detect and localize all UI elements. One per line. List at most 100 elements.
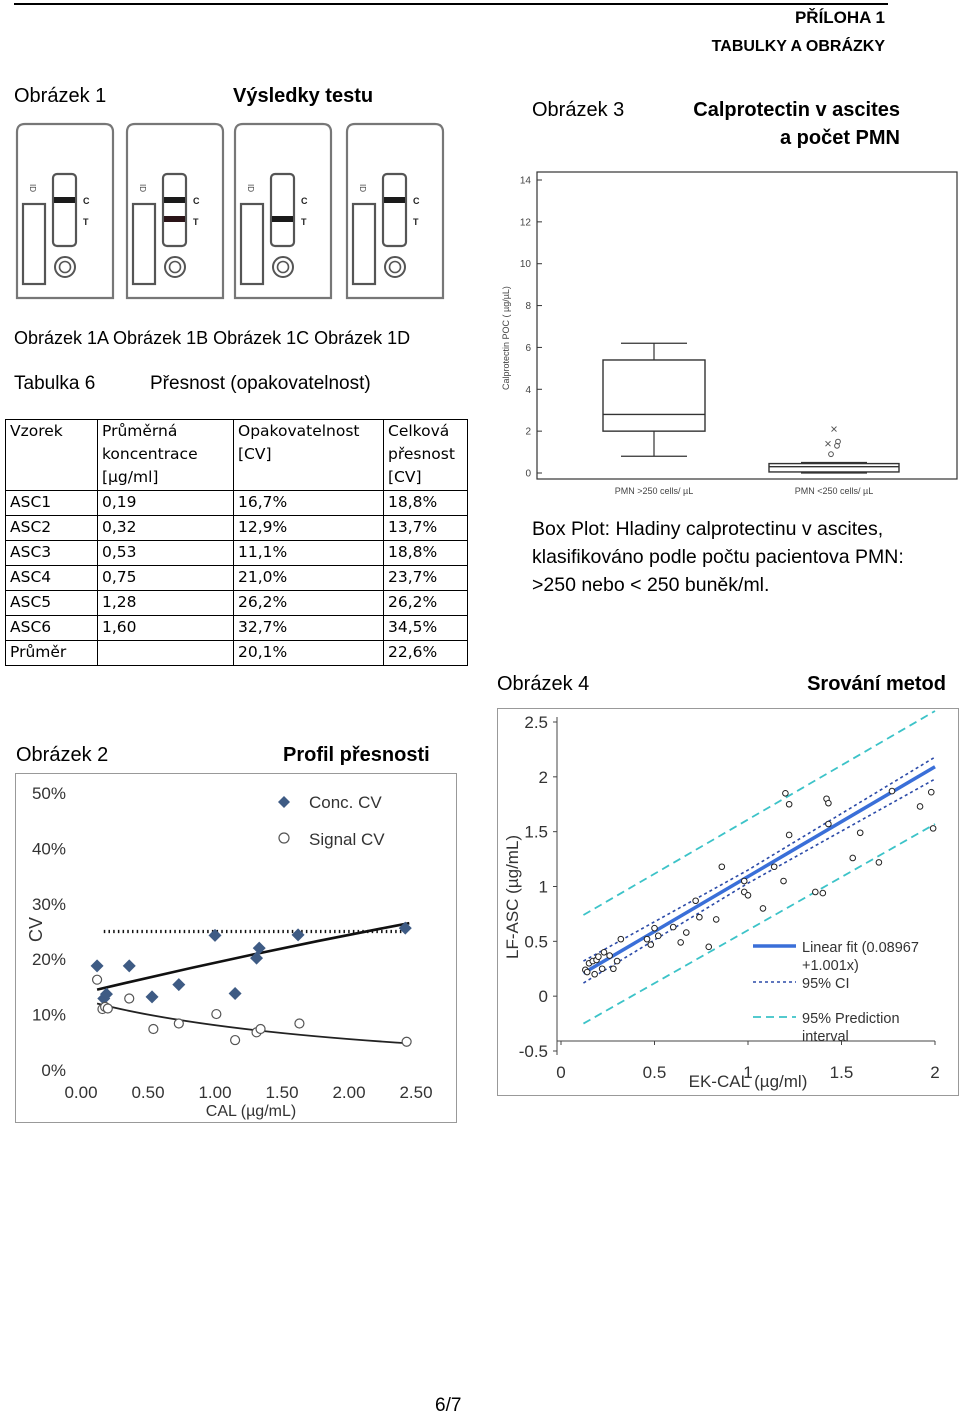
table-header-cell: Opakovatelnost [CV] [233,419,384,491]
table-cell: 18,8% [383,540,468,566]
comparison-data-point [643,935,651,943]
comparison-data-point [705,943,713,951]
table-cell: 22,6% [383,640,468,666]
comparison-data-point [606,952,613,959]
comparison-data-point [682,929,690,936]
signal-cv-trend-line [96,1002,410,1045]
control-letter: C [301,196,308,206]
x-tick-label: 1 [743,1063,752,1082]
sample-well-inner [276,260,290,274]
comparison-data-point [692,897,699,905]
comparison-y-axis-title: LF-ASC (µg/mL) [503,835,522,959]
x-axis-title: CAL (µg/mL) [206,1103,296,1120]
legend-pi-label: 95% Prediction [802,1011,900,1027]
id-mark: ID [246,184,255,192]
interquartile-box [768,462,900,473]
signal-cv-point [124,993,135,1004]
y-tick-label: 50% [32,784,66,803]
x-tick-label: 0 [556,1063,565,1082]
table-cell: 26,2% [233,590,384,616]
table-cell: 34,5% [383,615,468,641]
header-line: Vzorek [10,422,63,440]
signal-cv-point [102,1003,113,1014]
table-cell: ASC2 [5,515,98,541]
header-line: [µg/ml] [102,468,159,486]
x-tick-label: 2.50 [399,1083,432,1102]
conc-cv-point [228,987,242,1001]
table-cell: 26,2% [383,590,468,616]
x-tick-label: 1.50 [265,1083,298,1102]
test-line-mark [164,216,185,222]
conc-cv-point [99,987,113,1001]
signal-cv-point [173,1018,184,1029]
legend-conc-cv: Conc. CV [309,793,382,812]
y-tick-label: 10% [32,1006,66,1025]
calprotectin-box-plot: 14 12 10 8 6 4 2 0 Calprotectin POC ( µg/µL) PM… [501,171,958,496]
y-tick-label: 8 [525,301,531,312]
figure3-title-line2: a počet PMN [779,127,900,149]
conc-cv-point [122,959,136,973]
comparison-data-point [610,965,617,973]
box-plot-category-high: PMN >250 cells/ µL [615,486,693,496]
table-header-cell: Vzorek [5,419,98,491]
result-window [269,172,296,248]
comparison-data-point [651,924,658,932]
sample-well-inner [58,260,72,274]
figure3-label: Obrázek 3 [532,99,625,121]
table-header-row: Vzorek Průměrná koncentrace [µg/ml] Opakovat… [5,419,468,491]
comparison-data-point [929,825,937,832]
legend-pi-label-2: interval [802,1029,849,1045]
x-tick-label: 1.5 [830,1063,854,1082]
comparison-legend: Linear fit (0.08967 +1.001x) 95% CI 95% … [753,940,919,1045]
comparison-data-point [595,953,602,960]
box-plot-category-low: PMN <250 cells/ µL [795,486,873,496]
page-number: 6/7 [435,1395,462,1416]
comparison-data-point [677,939,684,946]
comparison-data-point [819,889,827,897]
test-letter: T [301,217,307,227]
control-letter: C [413,196,420,206]
table-cell: 12,9% [233,515,384,541]
comparison-data-point [613,957,621,965]
header-line: Průměrná [102,422,178,440]
comparison-data-point [744,891,752,899]
y-tick-label: 0% [41,1061,66,1080]
comparison-data-point [825,820,832,828]
conc-cv-point [250,951,264,965]
table-cell: 0,75 [97,565,234,591]
table-row: Průměr 20,1% 22,6% [5,640,468,666]
table-cell: 32,7% [233,615,384,641]
table-cell: 16,7% [233,490,384,516]
y-tick-label: 14 [520,176,532,187]
comparison-data-point [600,949,608,956]
signal-cv-point [294,1018,305,1029]
precision-profile-chart: 50% 40% 30% 20% 10% 0% 0.00 0.50 1.00 1.50 2.00 2.5… [26,784,433,1120]
interquartile-box [602,359,706,432]
y-tick-label: 40% [32,839,66,858]
comparison-data-point [647,941,655,948]
comparison-data-point [785,800,793,808]
sample-label-area [351,202,377,286]
precision-table: Vzorek Průměrná koncentrace [µg/ml] Opakovat… [5,419,468,666]
result-window [381,172,408,248]
table-cell: ASC1 [5,490,98,516]
table-row: ASC5 1,28 26,2% 26,2% [5,590,468,616]
legend-signal-cv: Signal CV [309,830,385,849]
signal-cv-point [401,1036,412,1047]
y-tick-label: 2 [525,427,531,438]
conc-cv-point [208,928,222,942]
ci-upper-line [583,756,936,962]
legend-fit-label: Linear fit (0.08967 [802,940,919,956]
legend-ci-label: 95% CI [802,976,850,992]
comparison-data-point [583,968,591,976]
comparison-data-point [888,787,896,795]
signal-cv-point [211,1008,222,1020]
comparison-data-point [770,863,778,871]
precision-profile-chart-frame: 50% 40% 30% 20% 10% 0% 0.00 0.50 1.00 1.50 2.00 2.5… [15,773,457,1123]
y-tick-label: -0.5 [519,1042,548,1061]
x-tick-label: 0.50 [131,1083,164,1102]
header-line: [CV] [238,445,272,463]
table6-label: Tabulka 6 [14,373,96,394]
x-tick-label: 1.00 [198,1083,231,1102]
comparison-data-point [669,923,677,931]
